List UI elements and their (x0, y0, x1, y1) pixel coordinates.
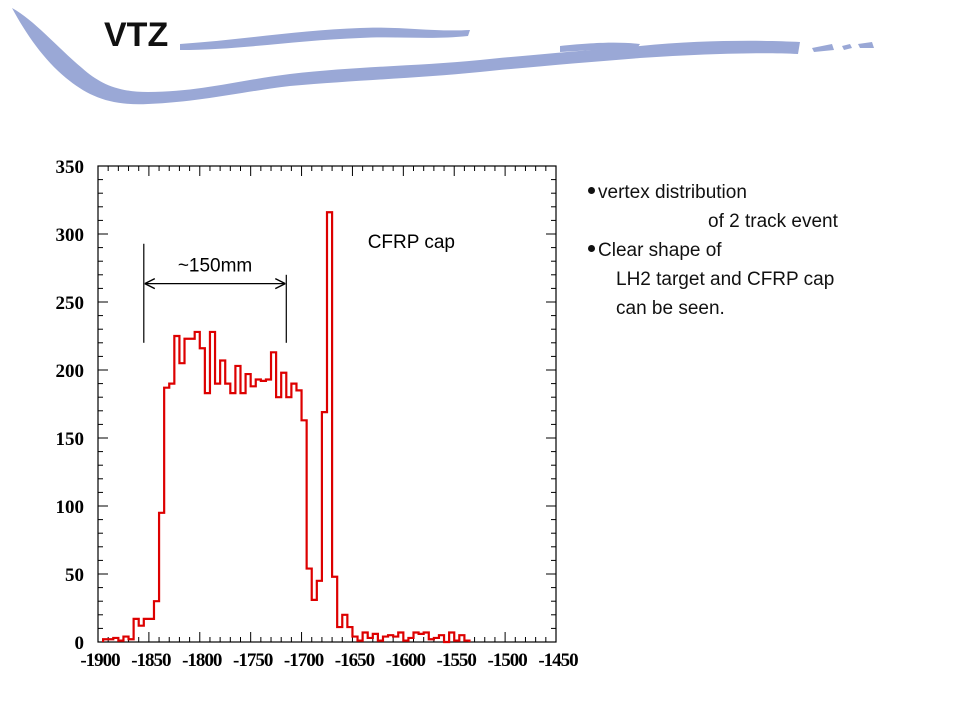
y-tick-label: 200 (56, 361, 85, 382)
y-tick-label: 0 (75, 633, 85, 654)
plot-frame (97, 165, 557, 643)
note-text: vertex distribution (598, 182, 747, 203)
arrow-head-left-icon (144, 278, 156, 290)
note-text-continuation: can be seen. (616, 298, 725, 319)
bullet-dot-icon (588, 187, 595, 195)
y-tick-label: 150 (56, 429, 85, 450)
x-tick-label: -1550 (437, 650, 477, 671)
x-tick-label: -1750 (233, 650, 273, 671)
note-text-continuation: of 2 track event (708, 211, 838, 232)
note-bullet-1: vertex distribution (588, 178, 838, 207)
note-text: Clear shape of (598, 240, 722, 261)
x-tick-label: -1800 (182, 650, 222, 671)
notes-panel: vertex distribution of 2 track event Cle… (588, 178, 838, 323)
y-tick-label: 250 (56, 293, 85, 314)
slide-title: VTZ (104, 16, 169, 54)
header-swoosh-decoration (12, 8, 874, 105)
x-tick-label: -1600 (386, 650, 426, 671)
bullet-dot-icon (588, 245, 595, 253)
range-annotation-label: ~150mm (178, 256, 252, 277)
note-bullet-2: Clear shape of (588, 236, 838, 265)
x-tick-label: -1850 (131, 650, 171, 671)
cfrp-cap-annotation-label: CFRP cap (368, 232, 455, 253)
x-tick-label: -1900 (80, 650, 120, 671)
y-tick-label: 350 (56, 157, 85, 178)
histogram-series (101, 211, 471, 644)
x-tick-label: -1700 (284, 650, 324, 671)
y-tick-label: 100 (56, 497, 85, 518)
x-tick-label: -1500 (487, 650, 527, 671)
note-text-continuation: LH2 target and CFRP cap (616, 269, 835, 290)
arrow-head-right-icon (274, 278, 286, 290)
y-tick-label: 300 (56, 225, 85, 246)
x-tick-label: -1650 (335, 650, 375, 671)
x-tick-label: -1450 (538, 650, 578, 671)
y-tick-label: 50 (65, 565, 84, 586)
